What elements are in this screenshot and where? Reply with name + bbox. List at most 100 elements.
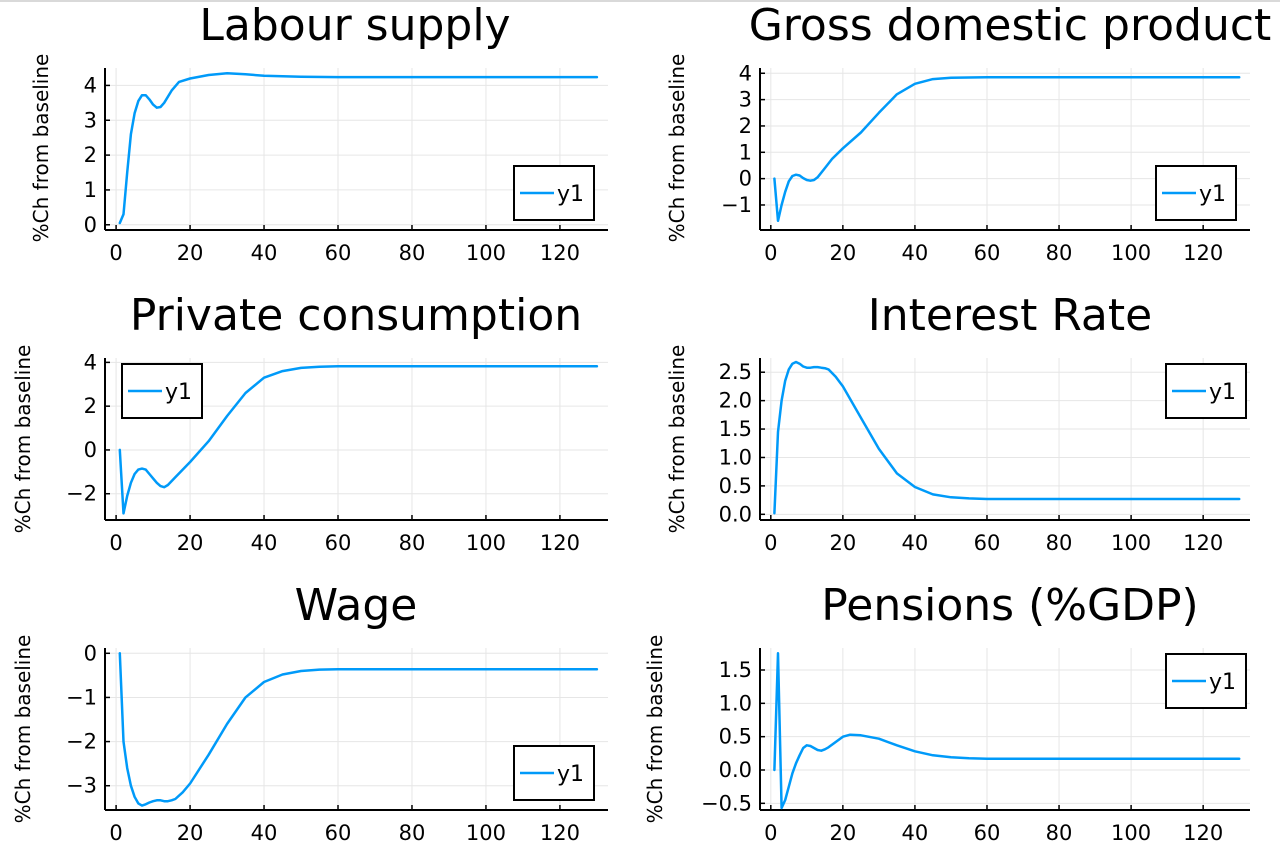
x-tick-label: 100 [466,241,506,265]
y-axis-label: %Ch from baseline [29,54,53,243]
y-tick-label: 0.0 [719,502,752,526]
y-tick-label: 0 [84,438,97,462]
y-tick-label: −2 [66,730,97,754]
y-tick-label: 3 [739,88,752,112]
y-tick-label: 2 [84,143,97,167]
y-tick-label: 2 [84,394,97,418]
x-tick-label: 100 [466,821,506,845]
y-tick-label: 1.0 [719,691,752,715]
panel-title: Labour supply [199,0,510,51]
y-tick-label: 3 [84,108,97,132]
legend: y1 [513,165,595,221]
x-tick-label: 20 [177,821,204,845]
x-tick-label: 0 [109,821,122,845]
x-tick-label: 60 [974,821,1001,845]
x-tick-label: 40 [902,241,929,265]
panel-title: Gross domestic product [749,0,1272,51]
x-tick-label: 80 [1046,821,1073,845]
x-tick-label: 120 [540,241,580,265]
y-tick-label: 0 [84,213,97,237]
y-tick-label: 2.5 [719,360,752,384]
y-tick-label: 0.5 [719,474,752,498]
legend: y1 [1165,653,1247,709]
series-line-y1 [773,360,1241,515]
y-tick-label: 1 [84,178,97,202]
x-tick-label: 0 [109,241,122,265]
legend-label: y1 [557,182,584,207]
legend-label: y1 [1209,670,1236,695]
y-tick-label: 0.5 [719,725,752,749]
x-tick-label: 40 [251,821,278,845]
x-tick-label: 40 [902,821,929,845]
y-tick-label: 4 [84,73,97,97]
x-tick-label: 20 [830,531,857,555]
x-tick-label: 120 [1183,531,1223,555]
tick-labels: 0 20 40 60 80 100 120 −0.5 0.0 0.5 1.0 1.5 [701,658,1223,845]
panel-labour-supply: Labour supply %Ch from baseline 0 20 40 60 8… [29,0,608,265]
y-tick-label: 1.5 [719,658,752,682]
grid-lines [105,68,608,230]
x-tick-label: 40 [902,531,929,555]
y-tick-label: −0.5 [701,791,752,815]
grid-lines [760,68,1250,230]
x-tick-label: 60 [974,531,1001,555]
x-tick-label: 100 [1111,531,1151,555]
x-tick-label: 80 [399,821,426,845]
legend: y1 [1165,363,1247,419]
x-tick-label: 60 [974,241,1001,265]
x-tick-label: 120 [1183,241,1223,265]
axes [759,358,1250,521]
y-axis-label: %Ch from baseline [11,345,35,534]
panel-title: Interest Rate [868,290,1152,341]
panel-title: Wage [295,580,418,631]
y-tick-label: 4 [84,350,97,374]
y-tick-label: 1.0 [719,445,752,469]
tick-labels: 0 20 40 60 80 100 120 0 1 2 3 4 [84,73,580,265]
panel-interest-rate: Interest Rate %Ch from baseline 0 20 40 60 8… [665,290,1250,555]
y-axis-label: %Ch from baseline [665,345,689,534]
tick-labels: 0 20 40 60 80 100 120 0.0 0.5 1.0 1.5 2.0 2.5 [719,360,1224,555]
axes [104,68,608,231]
legend-label: y1 [165,380,192,405]
x-tick-label: 20 [830,821,857,845]
x-tick-label: 0 [764,531,777,555]
y-axis-label: %Ch from baseline [11,635,35,824]
x-tick-label: 80 [1046,241,1073,265]
panel-title: Pensions (%GDP) [821,580,1198,631]
y-tick-label: 0 [739,167,752,191]
y-tick-label: 0.0 [719,758,752,782]
y-axis-label: %Ch from baseline [643,635,667,824]
axes [759,648,1250,811]
y-tick-label: 2 [739,114,752,138]
top-border-rule [0,0,1280,2]
axes [759,68,1250,231]
series-line-y1 [773,75,1241,223]
x-tick-label: 40 [251,531,278,555]
tick-labels: 0 20 40 60 80 100 120 −3 −2 −1 0 [66,641,580,845]
y-tick-label: −2 [66,482,97,506]
panel-pensions-gdp: Pensions (%GDP) %Ch from baseline 0 20 40 6… [643,580,1250,845]
x-tick-label: 60 [325,241,352,265]
legend: y1 [121,363,203,419]
x-tick-label: 0 [764,241,777,265]
tick-labels: 0 20 40 60 80 100 120 −2 0 2 4 [66,350,580,555]
x-tick-label: 80 [1046,531,1073,555]
y-tick-label: 0 [84,641,97,665]
x-tick-label: 100 [1111,821,1151,845]
legend-label: y1 [1209,380,1236,405]
y-tick-label: −1 [66,685,97,709]
series-line-y1 [118,71,599,225]
legend: y1 [513,745,595,801]
y-tick-label: 2.0 [719,389,752,413]
x-tick-label: 60 [325,531,352,555]
x-tick-label: 80 [399,241,426,265]
x-tick-label: 60 [325,821,352,845]
axes [104,358,608,521]
panel-private-consumption: Private consumption %Ch from baseline 0 2… [11,290,608,555]
series-line-y1 [118,652,599,807]
y-axis-label: %Ch from baseline [665,54,689,243]
y-tick-label: 4 [739,61,752,85]
panel-title: Private consumption [130,290,582,341]
